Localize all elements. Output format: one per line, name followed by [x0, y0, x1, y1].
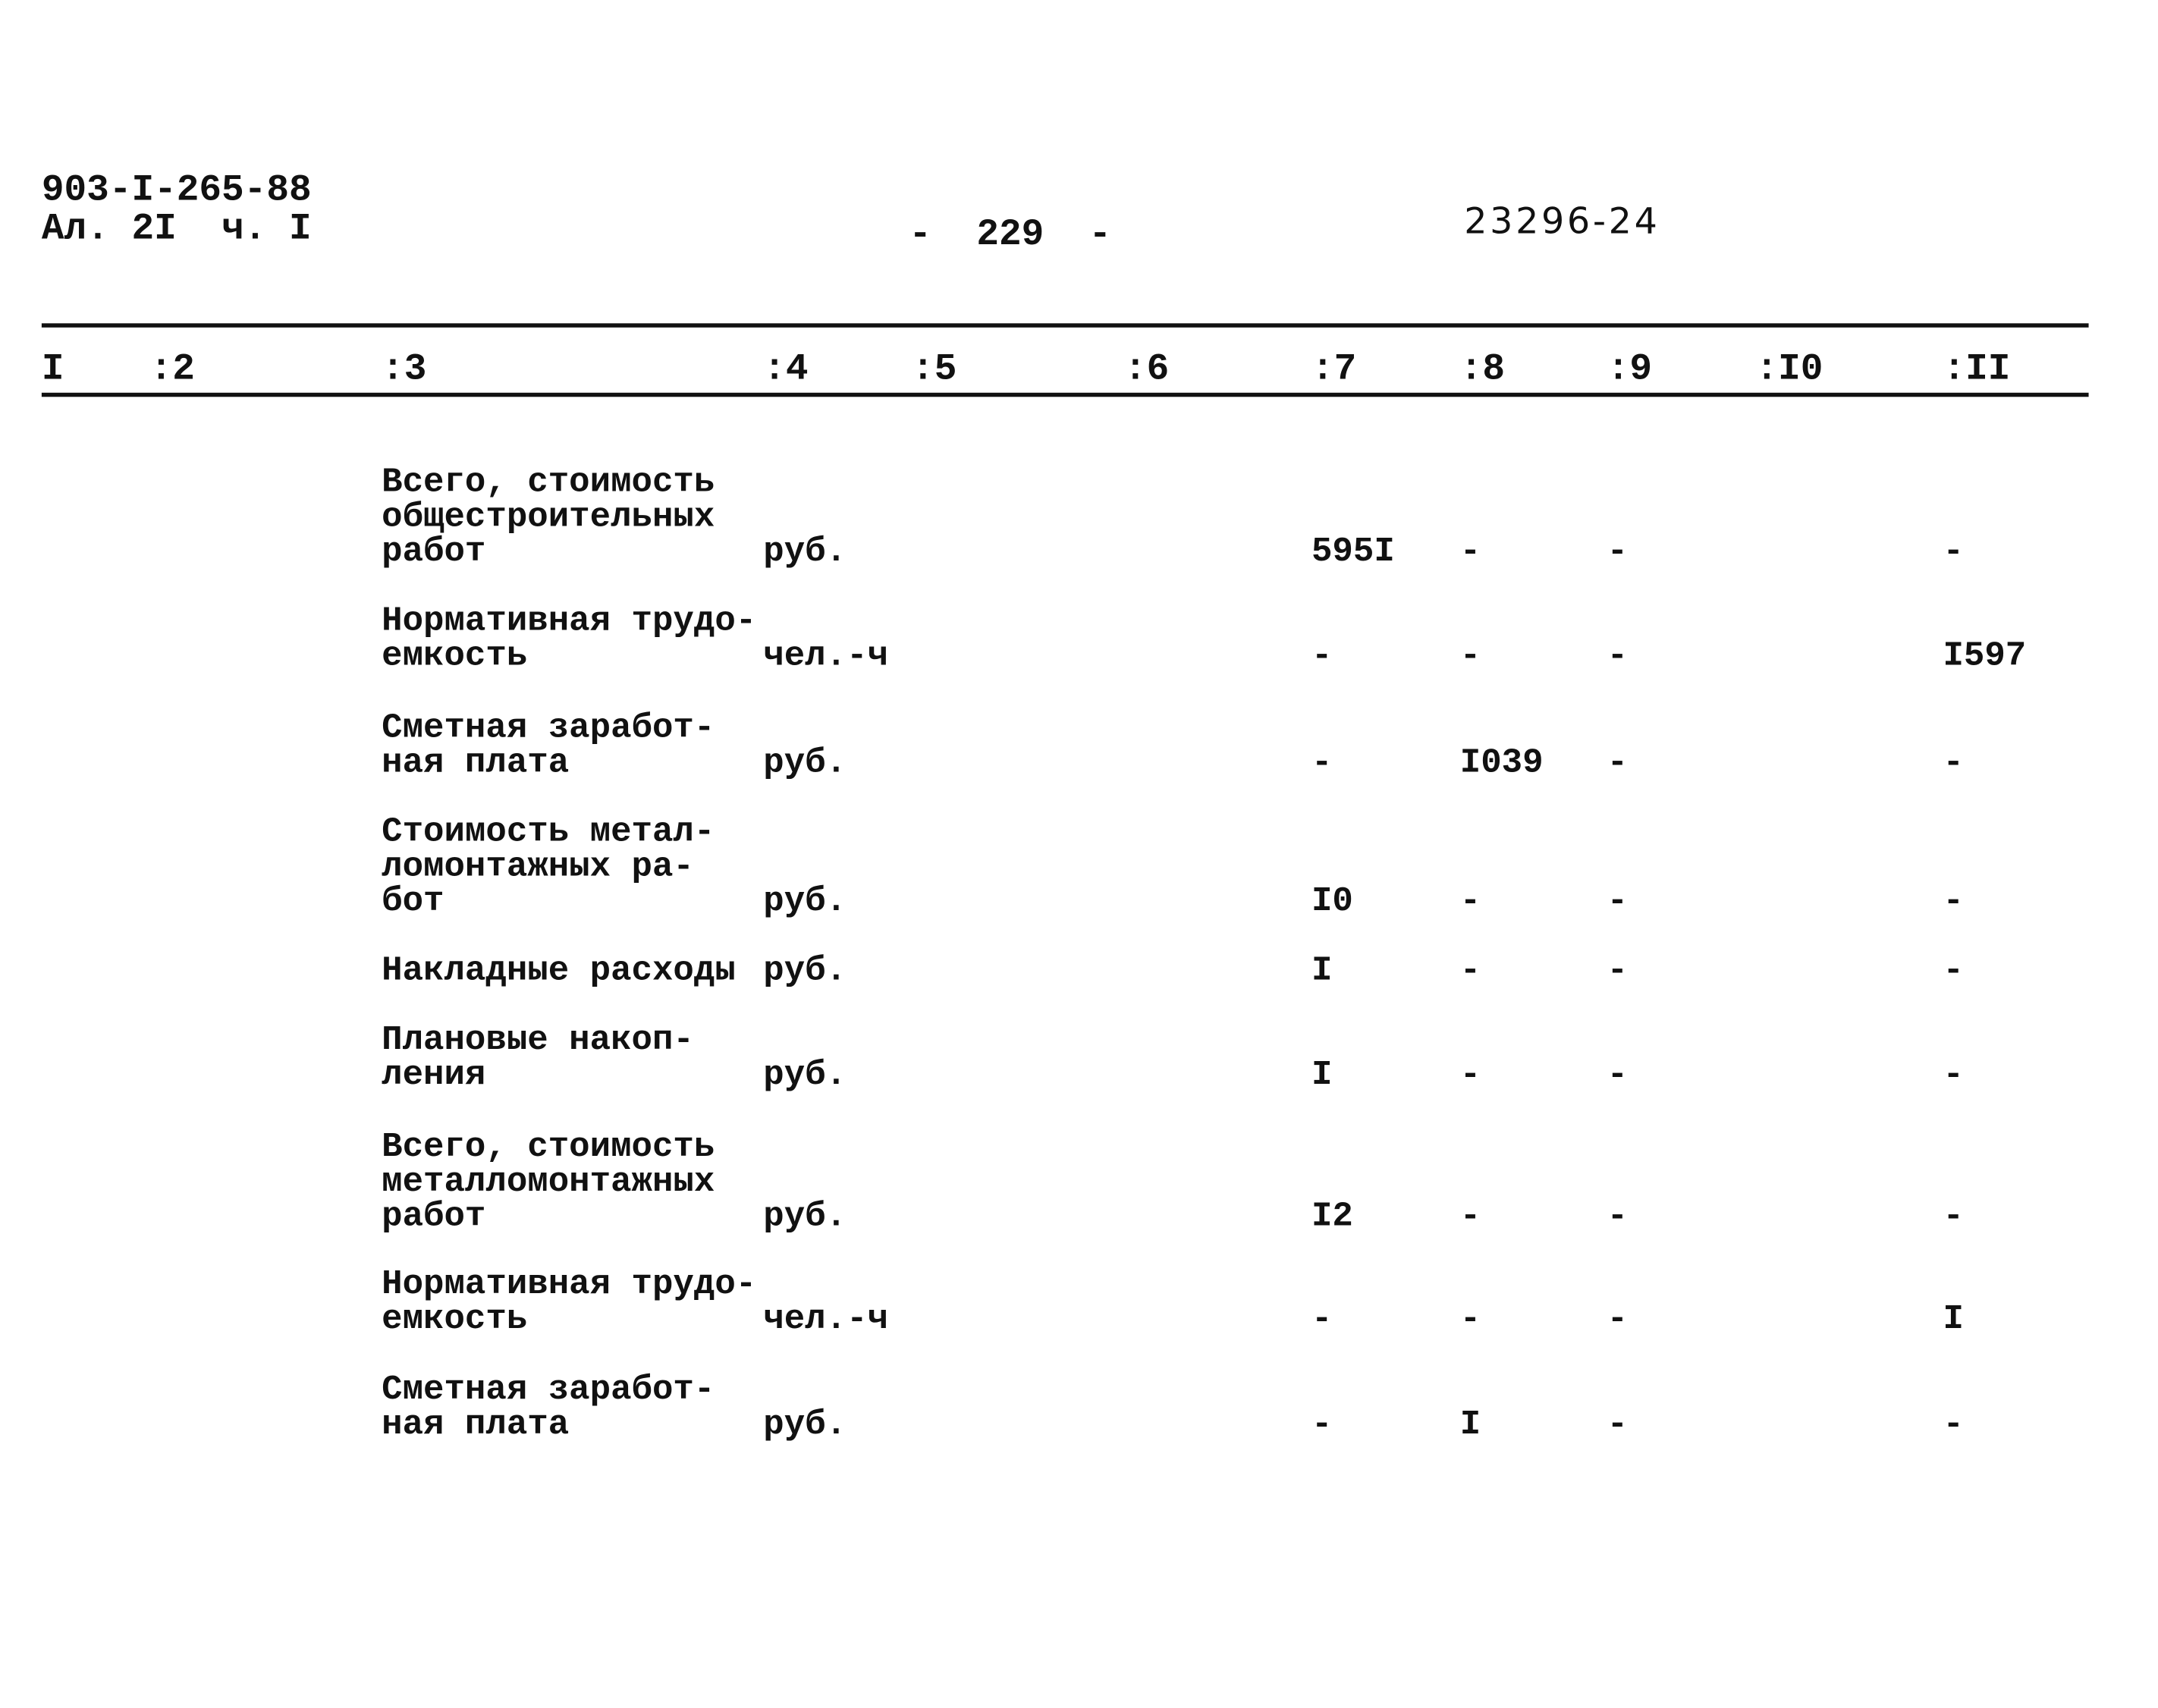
cell-col11: I597 — [1943, 635, 2027, 677]
cell-col7: - — [1311, 1298, 1333, 1339]
cell-col11: - — [1943, 1404, 1964, 1445]
cell-col11: - — [1943, 1054, 1964, 1095]
row-unit: руб. — [763, 950, 847, 991]
cell-col11: - — [1943, 1196, 1964, 1237]
column-header-1: I — [41, 350, 64, 391]
column-header-3: :3 — [382, 350, 427, 391]
cell-col7: I — [1311, 1054, 1333, 1095]
cell-col7: - — [1311, 742, 1333, 783]
cell-col8: - — [1459, 1054, 1481, 1095]
cell-col9: - — [1607, 635, 1629, 677]
top-rule — [41, 323, 2089, 328]
sheet-label: Ал. 2I ч. I — [41, 209, 312, 252]
cell-col9: - — [1607, 1196, 1629, 1237]
row-description: Сметная заработ- ная плата — [382, 1369, 715, 1445]
cell-col8: - — [1459, 1196, 1481, 1237]
cell-col11: - — [1943, 950, 1964, 991]
page-number: - 229 - — [909, 215, 1112, 257]
row-unit: руб. — [763, 1054, 847, 1095]
cell-col8: I039 — [1459, 742, 1544, 783]
row-description: Плановые накоп- ления — [382, 1019, 694, 1095]
row-description: Нормативная трудо- емкость — [382, 1264, 757, 1339]
cell-col9: - — [1607, 1298, 1629, 1339]
column-header-10: :I0 — [1755, 350, 1823, 391]
cell-col11: - — [1943, 742, 1964, 783]
cell-col7: I — [1311, 950, 1333, 991]
cell-col11: - — [1943, 531, 1964, 572]
document-code: 903-I-265-88 — [41, 171, 312, 212]
cell-col8: - — [1459, 881, 1481, 922]
inventory-number: 23296-24 — [1464, 201, 1660, 243]
row-unit: руб. — [763, 1196, 847, 1237]
cell-col7: 595I — [1311, 531, 1395, 572]
cell-col9: - — [1607, 742, 1629, 783]
cell-col9: - — [1607, 531, 1629, 572]
cell-col8: - — [1459, 950, 1481, 991]
cell-col11: - — [1943, 881, 1964, 922]
cell-col7: - — [1311, 635, 1333, 677]
cell-col7: I2 — [1311, 1196, 1353, 1237]
column-header-8: :8 — [1459, 350, 1506, 391]
cell-col8: - — [1459, 1298, 1481, 1339]
row-unit: руб. — [763, 742, 847, 783]
cell-col9: - — [1607, 950, 1629, 991]
cell-col9: - — [1607, 1054, 1629, 1095]
row-unit: руб. — [763, 1404, 847, 1445]
row-description: Накладные расходы — [382, 950, 736, 991]
row-description: Стоимость метал- ломонтажных ра- бот — [382, 812, 715, 922]
column-header-5: :5 — [912, 350, 957, 391]
column-header-2: :2 — [149, 350, 195, 391]
cell-col9: - — [1607, 1404, 1629, 1445]
row-description: Нормативная трудо- емкость — [382, 601, 757, 677]
cell-col9: - — [1607, 881, 1629, 922]
row-description: Всего, стоимость общестроительных работ — [382, 462, 715, 572]
header-bottom-rule — [41, 392, 2089, 397]
cell-col8: I — [1459, 1404, 1481, 1445]
column-header-4: :4 — [763, 350, 809, 391]
row-unit: чел.-ч — [763, 1298, 888, 1339]
row-unit: чел.-ч — [763, 635, 888, 677]
row-description: Всего, стоимость металломонтажных работ — [382, 1126, 715, 1237]
cell-col7: - — [1311, 1404, 1333, 1445]
column-header-9: :9 — [1607, 350, 1652, 391]
row-description: Сметная заработ- ная плата — [382, 708, 715, 783]
cell-col8: - — [1459, 635, 1481, 677]
cell-col11: I — [1943, 1298, 1964, 1339]
column-header-6: :6 — [1123, 350, 1170, 391]
column-header-11: :II — [1943, 350, 2011, 391]
row-unit: руб. — [763, 531, 847, 572]
cell-col7: I0 — [1311, 881, 1353, 922]
column-header-7: :7 — [1311, 350, 1357, 391]
row-unit: руб. — [763, 881, 847, 922]
cell-col8: - — [1459, 531, 1481, 572]
